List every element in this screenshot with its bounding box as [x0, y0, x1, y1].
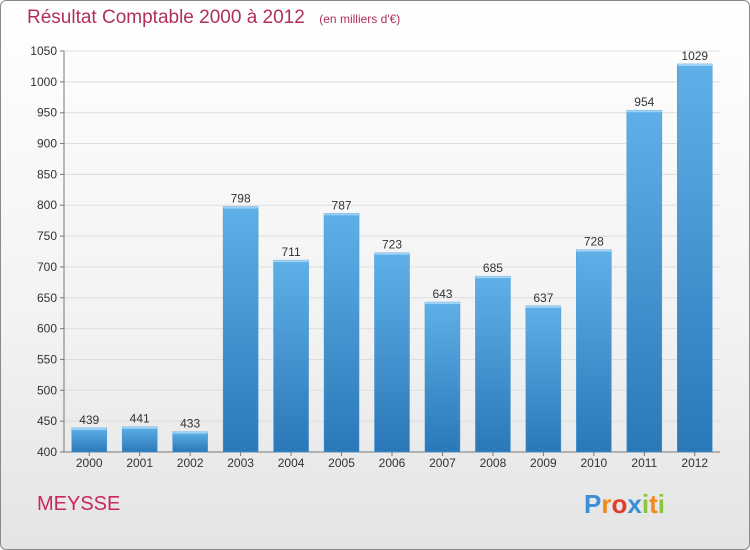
value-label: 798 [231, 191, 251, 205]
y-tick-label: 900 [37, 137, 57, 151]
x-tick-label: 2005 [328, 456, 355, 470]
x-tick-label: 2001 [126, 456, 153, 470]
y-tick-label: 500 [37, 383, 57, 397]
x-tick-label: 2012 [681, 456, 708, 470]
bar-2012 [677, 63, 713, 453]
chart-title: Résultat Comptable 2000 à 2012 [27, 7, 305, 28]
bar-2005 [323, 213, 360, 453]
y-tick-label: 700 [37, 260, 57, 274]
logo-letter: P [584, 489, 602, 519]
value-label: 787 [332, 198, 352, 212]
label-layer: 439 2000 441 2001 433 2002 798 2003 711 2004 787 20… [76, 49, 709, 470]
y-tick-label: 450 [37, 414, 57, 428]
x-tick-label: 2010 [580, 456, 607, 470]
bar-highlight [273, 260, 309, 263]
y-tick-label: 1000 [30, 75, 57, 89]
bar-2007 [424, 301, 461, 453]
x-tick-label: 2002 [177, 456, 204, 470]
x-tick-label: 2007 [429, 456, 456, 470]
x-tick-label: 2008 [480, 456, 507, 470]
bar-highlight [626, 110, 662, 113]
proxiti-logo[interactable]: Proxiti [584, 489, 665, 520]
bar-highlight [677, 63, 713, 66]
bar-highlight [576, 249, 612, 252]
x-tick-label: 2011 [631, 456, 657, 470]
value-label: 441 [130, 412, 150, 426]
bar-highlight [424, 302, 460, 305]
bar-2004 [273, 259, 309, 453]
logo-letter: r [601, 489, 612, 519]
x-tick-label: 2009 [530, 456, 557, 470]
y-tick-label: 950 [37, 106, 57, 120]
bar-2002 [172, 431, 208, 453]
bar-highlight [172, 431, 208, 434]
logo-letter: x [627, 489, 642, 519]
bar-highlight [223, 206, 259, 209]
y-tick-label: 400 [37, 445, 57, 459]
logo-letter: o [611, 489, 628, 519]
y-tick-label: 850 [37, 167, 57, 181]
value-label: 723 [382, 238, 402, 252]
x-tick-label: 2006 [379, 456, 406, 470]
value-label: 711 [282, 245, 301, 259]
value-label: 728 [584, 235, 604, 249]
chart-subtitle: (en milliers d'€) [319, 12, 401, 26]
value-label: 1029 [681, 49, 708, 63]
value-label: 643 [432, 287, 452, 301]
x-tick-label: 2000 [76, 456, 103, 470]
commune-name: MEYSSE [37, 493, 121, 515]
value-label: 637 [533, 291, 553, 305]
y-tick-label: 750 [37, 229, 57, 243]
value-label: 685 [483, 261, 503, 275]
value-label: 439 [79, 413, 99, 427]
bar-highlight [475, 276, 511, 279]
x-tick-label: 2004 [278, 456, 305, 470]
bar-highlight [374, 252, 410, 255]
y-tick-label: 600 [37, 322, 57, 336]
x-tick-label: 2003 [227, 456, 254, 470]
bar-layer [71, 63, 713, 453]
bar-highlight [324, 213, 360, 216]
title-block: Résultat Comptable 2000 à 2012 (en milli… [27, 7, 400, 29]
y-tick-label: 650 [37, 291, 57, 305]
y-tick-label: 550 [37, 352, 57, 366]
bar-2010 [576, 249, 612, 453]
y-tick-label: 800 [37, 198, 57, 212]
logo-letter: i [641, 489, 650, 519]
bar-2001 [121, 426, 158, 453]
bar-highlight [122, 426, 158, 429]
value-label: 954 [634, 95, 654, 109]
bar-2006 [374, 252, 410, 453]
bar-2011 [626, 109, 663, 453]
value-label: 433 [180, 417, 200, 431]
y-tick-label: 1050 [30, 44, 57, 58]
bar-highlight [525, 305, 561, 308]
bar-2008 [475, 275, 511, 453]
bar-2000 [71, 427, 107, 453]
bar-highlight [71, 427, 107, 430]
bar-2009 [525, 305, 562, 453]
logo-letter: t [649, 489, 658, 519]
logo-letter: i [657, 489, 665, 519]
bar-2003 [222, 206, 259, 453]
